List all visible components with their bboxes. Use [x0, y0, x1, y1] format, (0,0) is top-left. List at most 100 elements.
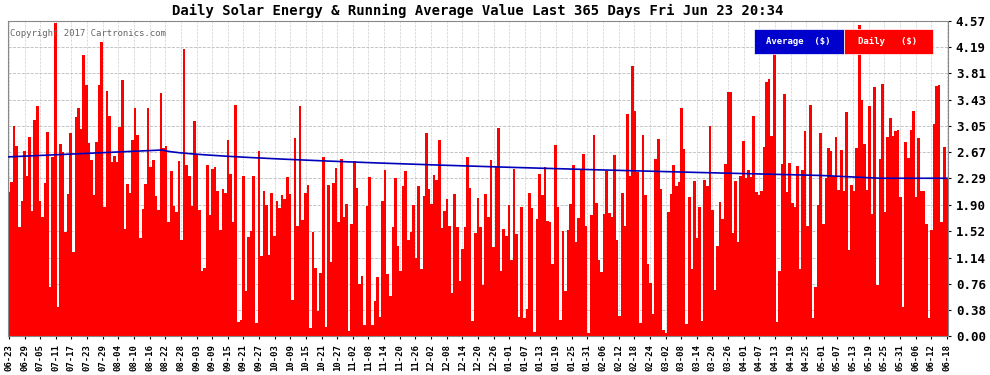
Bar — [34, 120, 36, 336]
Bar — [838, 190, 840, 336]
Bar — [492, 248, 495, 336]
Bar — [649, 283, 651, 336]
Bar — [340, 159, 343, 336]
Bar — [593, 135, 595, 336]
Bar — [587, 333, 590, 336]
Bar — [646, 264, 649, 336]
Bar — [384, 170, 386, 336]
Bar — [113, 156, 116, 336]
Bar — [330, 262, 333, 336]
Bar — [145, 184, 147, 336]
Bar — [240, 320, 243, 336]
Bar — [335, 168, 338, 336]
Bar — [162, 148, 164, 336]
Bar — [211, 170, 214, 336]
Bar — [368, 177, 371, 336]
Bar — [894, 131, 897, 336]
Bar — [502, 229, 505, 336]
Bar — [312, 232, 314, 336]
Bar — [346, 204, 347, 336]
Bar — [654, 159, 657, 336]
Bar — [450, 293, 453, 336]
Bar — [664, 333, 667, 336]
Bar — [142, 209, 145, 336]
Bar — [453, 194, 456, 336]
Bar — [852, 190, 855, 336]
Bar — [521, 207, 523, 336]
Bar — [191, 206, 193, 336]
Bar — [923, 191, 925, 336]
Bar — [518, 317, 521, 336]
Bar — [249, 231, 252, 336]
Bar — [360, 276, 363, 336]
Bar — [925, 224, 928, 336]
Bar — [842, 191, 845, 336]
Bar — [436, 180, 438, 336]
Bar — [719, 202, 722, 336]
Bar — [495, 167, 497, 336]
Bar — [159, 93, 162, 336]
Bar — [325, 327, 327, 336]
Bar — [791, 203, 794, 336]
Bar — [799, 268, 801, 336]
Bar — [13, 126, 16, 336]
Bar — [561, 231, 564, 336]
Bar — [69, 132, 72, 336]
Bar — [536, 219, 539, 336]
Bar — [546, 221, 548, 336]
Bar — [544, 167, 546, 336]
Bar — [183, 49, 185, 336]
Bar — [487, 217, 489, 336]
Bar — [206, 165, 209, 336]
Bar — [98, 85, 100, 336]
Bar — [775, 322, 778, 336]
Bar — [619, 316, 621, 336]
Bar — [637, 171, 639, 336]
Bar — [918, 138, 920, 336]
Bar — [847, 250, 850, 336]
Bar — [47, 132, 49, 336]
Bar — [886, 136, 889, 336]
Bar — [902, 306, 905, 336]
Bar — [855, 148, 858, 336]
Bar — [585, 226, 587, 336]
Bar — [85, 84, 87, 336]
Bar — [275, 201, 278, 336]
Bar — [634, 111, 637, 336]
Bar — [489, 160, 492, 336]
Bar — [744, 178, 747, 336]
Bar — [149, 167, 151, 336]
Bar — [608, 213, 611, 336]
Bar — [783, 94, 786, 336]
Bar — [598, 260, 600, 336]
Bar — [134, 108, 137, 336]
Bar — [301, 220, 304, 336]
Text: Daily   ($): Daily ($) — [858, 37, 918, 46]
Bar — [299, 106, 301, 336]
Bar — [309, 328, 312, 336]
Bar — [690, 268, 693, 336]
Bar — [920, 192, 923, 336]
Bar — [835, 137, 838, 336]
Bar — [260, 256, 262, 336]
Bar — [817, 204, 820, 336]
Bar — [77, 108, 80, 336]
Bar — [56, 307, 59, 336]
Bar — [762, 147, 765, 336]
Bar — [833, 176, 835, 336]
Bar — [257, 152, 260, 336]
Bar — [64, 232, 67, 336]
Bar — [376, 277, 379, 336]
Bar — [193, 121, 196, 336]
Bar — [232, 222, 235, 336]
Bar — [825, 178, 827, 336]
Bar — [230, 174, 232, 336]
Bar — [209, 215, 211, 336]
Bar — [196, 154, 198, 336]
Bar — [458, 281, 461, 336]
Bar — [343, 217, 346, 336]
Bar — [629, 176, 632, 336]
Title: Daily Solar Energy & Running Average Value Last 365 Days Fri Jun 23 20:34: Daily Solar Energy & Running Average Val… — [172, 4, 784, 18]
Bar — [786, 192, 788, 336]
Bar — [657, 139, 659, 336]
